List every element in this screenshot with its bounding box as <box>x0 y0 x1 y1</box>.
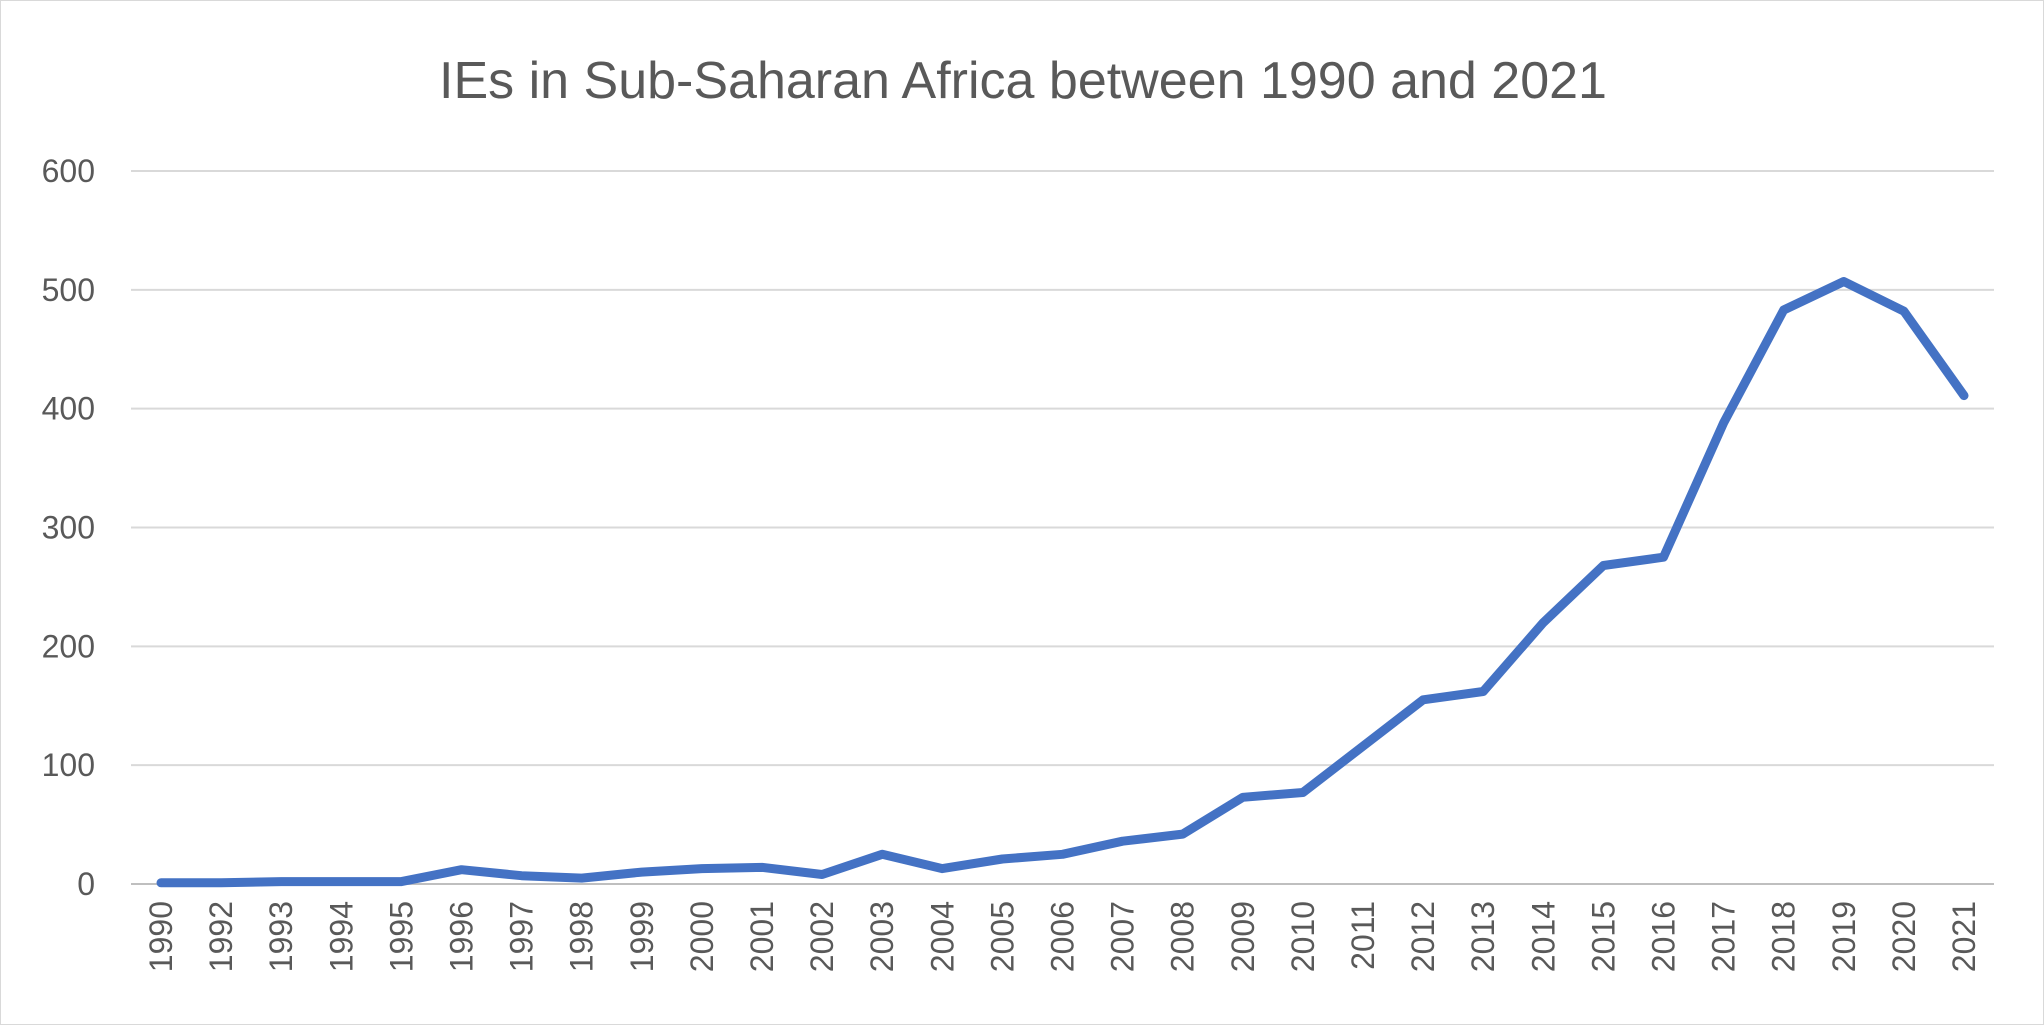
x-tick-label: 1997 <box>504 901 540 972</box>
x-axis-ticks: 1990 1992 1993 1994 1995 1996 1997 1998 1999 2000… <box>143 901 1982 972</box>
x-tick-label: 2018 <box>1766 901 1802 972</box>
y-axis-ticks: 0 100 200 300 400 500 600 <box>42 153 95 902</box>
y-tick-label: 200 <box>42 628 95 664</box>
y-tick-label: 400 <box>42 391 95 427</box>
x-tick-label: 2015 <box>1585 901 1621 972</box>
y-tick-label: 300 <box>42 510 95 546</box>
x-tick-label: 1995 <box>383 901 419 972</box>
chart-title: IEs in Sub-Saharan Africa between 1990 a… <box>439 52 1607 110</box>
x-tick-label: 2008 <box>1165 901 1201 972</box>
x-tick-label: 2009 <box>1225 901 1261 972</box>
y-tick-label: 600 <box>42 153 95 189</box>
x-tick-label: 2002 <box>804 901 840 972</box>
series-layer <box>161 281 1964 882</box>
x-tick-label: 2000 <box>684 901 720 972</box>
x-tick-label: 1993 <box>263 901 299 972</box>
x-tick-label: 1992 <box>203 901 239 972</box>
x-tick-label: 1999 <box>624 901 660 972</box>
gridlines <box>131 171 1994 884</box>
x-tick-label: 2014 <box>1525 901 1561 972</box>
x-tick-label: 1996 <box>444 901 480 972</box>
y-tick-label: 100 <box>42 747 95 783</box>
x-tick-label: 2006 <box>1045 901 1081 972</box>
series-line <box>161 282 1964 883</box>
x-tick-label: 2020 <box>1886 901 1922 972</box>
x-tick-label: 2005 <box>984 901 1020 972</box>
x-tick-label: 2001 <box>744 901 780 972</box>
x-tick-label: 1998 <box>564 901 600 972</box>
x-tick-label: 2012 <box>1405 901 1441 972</box>
x-tick-label: 1990 <box>143 901 179 972</box>
x-tick-label: 2016 <box>1645 901 1681 972</box>
x-tick-label: 1994 <box>323 901 359 972</box>
y-tick-label: 500 <box>42 272 95 308</box>
x-tick-label: 2021 <box>1946 901 1982 972</box>
x-tick-label: 2003 <box>864 901 900 972</box>
x-tick-label: 2013 <box>1465 901 1501 972</box>
x-tick-label: 2017 <box>1706 901 1742 972</box>
x-tick-label: 2010 <box>1285 901 1321 972</box>
y-tick-label: 0 <box>77 866 95 902</box>
x-tick-label: 2011 <box>1345 901 1381 970</box>
x-tick-label: 2004 <box>924 901 960 972</box>
x-tick-label: 2007 <box>1105 901 1141 972</box>
x-tick-label: 2019 <box>1826 901 1862 972</box>
